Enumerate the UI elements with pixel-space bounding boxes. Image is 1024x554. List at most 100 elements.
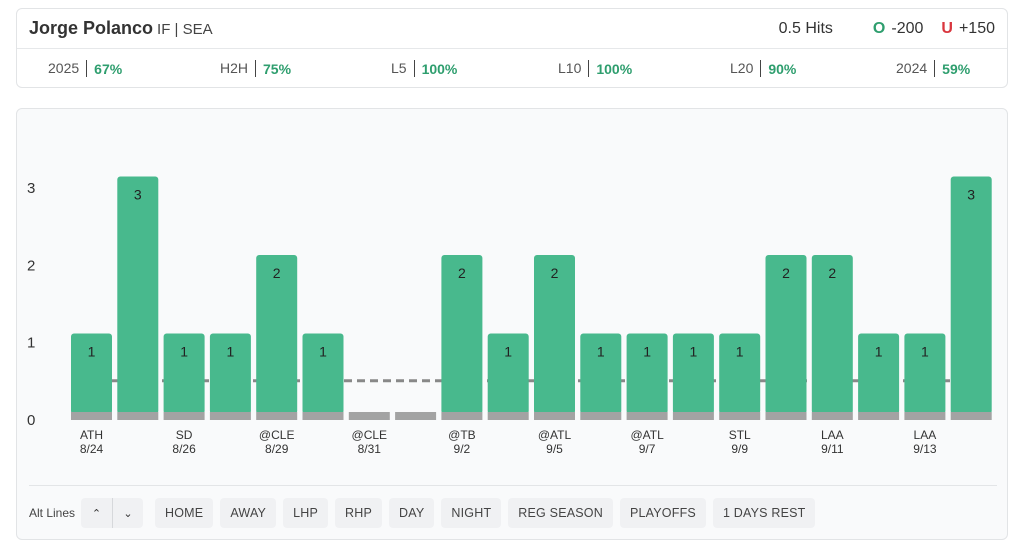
chevron-down-icon: ⌄ [123, 507, 133, 520]
x-opponent-label: LAA [821, 428, 844, 442]
filter-day[interactable]: DAY [389, 498, 435, 528]
filter-home[interactable]: HOME [155, 498, 214, 528]
bar-base [441, 412, 483, 420]
bar-base [117, 412, 159, 420]
y-tick-label: 1 [27, 335, 35, 352]
player-title: Jorge Polanco IF | SEA [29, 18, 213, 39]
bar-base [811, 412, 853, 420]
stat-label: L10 [558, 60, 590, 77]
bar [950, 176, 992, 414]
bar [256, 255, 298, 414]
bar-value-label: 2 [273, 265, 281, 281]
alt-line-down-button[interactable]: ⌄ [112, 498, 143, 528]
over-icon: O [872, 20, 886, 37]
bar [163, 333, 205, 414]
bar-value-label: 2 [828, 265, 836, 281]
x-opponent-label: @ATL [538, 428, 572, 442]
bar [441, 255, 483, 414]
stat-l10: L10 100% [558, 60, 632, 77]
x-date-label: 8/29 [265, 442, 289, 456]
stat-l20: L20 90% [730, 60, 796, 77]
x-date-label: 9/13 [913, 442, 937, 456]
bar-value-label: 1 [736, 344, 744, 360]
bar-value-label: 1 [690, 344, 698, 360]
filter-days-rest[interactable]: 1 DAYS REST [712, 498, 816, 528]
bar-value-label: 1 [227, 344, 235, 360]
stat-label: 2025 [48, 60, 88, 77]
x-date-label: 9/5 [546, 442, 563, 456]
bar [302, 333, 344, 414]
x-opponent-label: STL [729, 428, 751, 442]
x-opponent-label: SD [176, 428, 193, 442]
y-tick-label: 0 [27, 412, 35, 429]
x-opponent-label: ATH [80, 428, 103, 442]
x-opponent-label: LAA [914, 428, 937, 442]
over-odds-value: -200 [891, 20, 924, 37]
filter-reg-season[interactable]: REG SEASON [508, 498, 613, 528]
bar-value-label: 2 [551, 265, 559, 281]
filter-lhp[interactable]: LHP [283, 498, 329, 528]
bar-base [765, 412, 807, 420]
bar [904, 333, 946, 414]
controls-divider [29, 485, 997, 486]
over-odds[interactable]: O -200 [873, 20, 923, 38]
hit-rate-stats: 2025 67% H2H 75% L5 100% L10 100% L20 90… [17, 50, 1007, 88]
bar-base [626, 412, 668, 420]
prop-line-info: 0.5 Hits O -200 U +150 [779, 20, 995, 38]
bar-base [580, 412, 622, 420]
filter-away[interactable]: AWAY [220, 498, 277, 528]
bar [534, 255, 575, 414]
x-date-label: 9/9 [731, 442, 748, 456]
under-odds[interactable]: U +150 [941, 20, 995, 38]
filter-night[interactable]: NIGHT [441, 498, 502, 528]
bar [858, 333, 900, 414]
game-log-chart-card: 0 1 2 3 1 ATH 8/24 3 1 SD 8/26 1 2 @CLE 8/29 1 @CLE 8/31 2… [16, 108, 1008, 540]
bar-value-label: 1 [875, 344, 883, 360]
x-date-label: 8/24 [80, 442, 104, 456]
bar-base [163, 412, 205, 420]
stat-value: 90% [768, 60, 797, 77]
bar-value-label: 1 [643, 344, 651, 360]
bar-base [71, 412, 112, 420]
bar-base [719, 412, 761, 420]
hits-bar-chart: 01231ATH8/2431SD8/2612@CLE8/291@CLE8/312… [27, 176, 992, 456]
y-tick-label: 3 [27, 180, 35, 197]
bar [672, 333, 714, 414]
header-top-row: Jorge Polanco IF | SEA 0.5 Hits O -200 U … [17, 9, 1007, 49]
bar-base [858, 412, 900, 420]
bar [209, 333, 251, 414]
bar-base [487, 412, 529, 420]
x-opponent-label: @CLE [259, 428, 295, 442]
bar-base [302, 412, 344, 420]
chevron-up-icon: ⌃ [91, 507, 102, 520]
bar-value-label: 3 [967, 187, 975, 203]
bar-base [395, 412, 437, 420]
bar-value-label: 1 [319, 344, 327, 360]
stat-h2h: H2H 75% [220, 60, 291, 77]
bar-base [348, 412, 390, 420]
under-icon: U [941, 20, 953, 37]
filter-rhp[interactable]: RHP [335, 498, 383, 528]
x-date-label: 8/31 [358, 442, 382, 456]
bar [71, 333, 112, 414]
player-meta: IF | SEA [157, 21, 213, 38]
bar-value-label: 1 [180, 344, 188, 360]
player-header-card: Jorge Polanco IF | SEA 0.5 Hits O -200 U … [16, 8, 1008, 88]
stat-2024: 2024 59% [896, 60, 970, 77]
alt-lines-stepper: ⌃ ⌄ [81, 498, 144, 528]
filter-playoffs[interactable]: PLAYOFFS [619, 498, 706, 528]
bar-base [672, 412, 714, 420]
chart-controls: Alt Lines ⌃ ⌄ HOME AWAY LHP RHP DAY NIGH… [29, 497, 822, 529]
stat-value: 67% [94, 60, 123, 77]
x-date-label: 9/7 [639, 442, 656, 456]
stat-value: 100% [596, 60, 633, 77]
bar-value-label: 1 [597, 344, 605, 360]
alt-line-up-button[interactable]: ⌃ [81, 498, 112, 528]
stat-value: 100% [421, 60, 458, 77]
bar-value-label: 2 [458, 265, 466, 281]
bar [580, 333, 622, 414]
bar [719, 333, 761, 414]
bar [117, 176, 159, 414]
x-opponent-label: @TB [448, 428, 476, 442]
x-opponent-label: @ATL [630, 428, 664, 442]
